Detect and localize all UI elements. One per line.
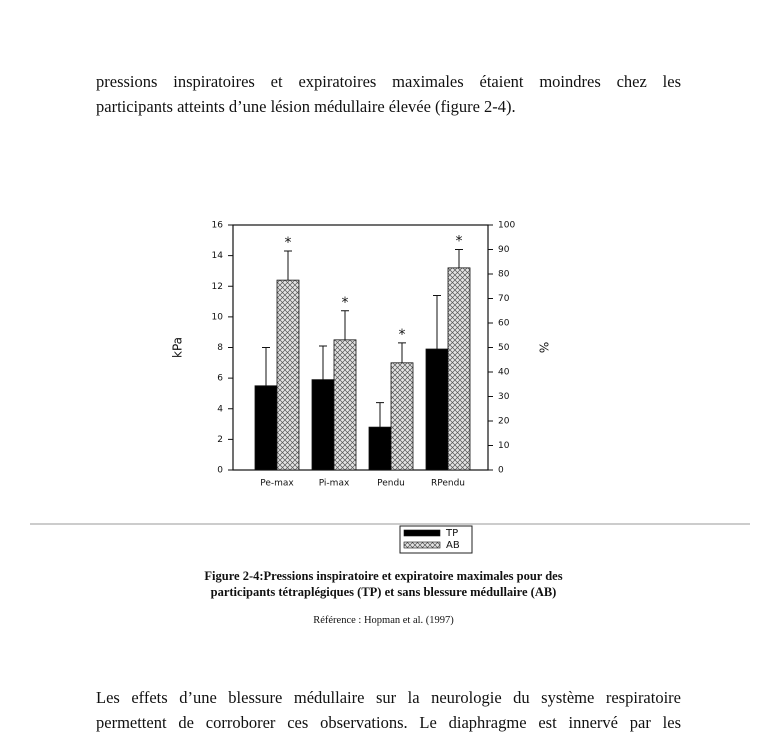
y2-tick-label: 30 [498,392,510,402]
legend-label: TP [445,528,458,539]
error-bar [455,249,463,268]
y2-tick-label: 80 [498,270,510,280]
bar [390,362,414,471]
error-bar [341,310,349,340]
y-tick-label: 2 [217,435,223,445]
y-tick-label: 14 [212,251,224,261]
y2-tick-label: 0 [498,466,504,476]
y2-axis-label: % [537,342,551,353]
text-line: participants atteints d’une lésion médul… [96,97,516,116]
text-line: permettent de corroborer ces observation… [96,713,681,732]
y-tick-label: 8 [217,343,223,353]
legend-swatch [403,541,441,549]
bar [276,279,300,471]
text-line: Les effets d’une blessure médullaire sur… [96,688,681,707]
error-bar [319,345,327,380]
caption-line: Figure 2-4:Pressions inspiratoire et exp… [204,569,563,583]
text-line: pressions inspiratoires et expiratoires … [96,72,681,91]
bar [333,339,357,471]
error-bar [398,342,406,363]
x-tick-label: RPendu [431,479,465,489]
y2-tick-label: 60 [498,319,510,329]
x-tick-label: Pi-max [319,479,350,489]
bar [254,385,278,471]
y-tick-label: 12 [212,282,223,292]
caption-line: participants tétraplégiques (TP) et sans… [210,585,557,599]
error-bar [284,250,292,281]
x-tick-label: Pendu [377,479,405,489]
y-tick-label: 4 [217,404,223,414]
y2-tick-label: 40 [498,368,510,378]
bar [425,348,449,471]
legend-swatch [403,529,441,537]
y-tick-label: 0 [217,466,223,476]
y2-tick-label: 50 [498,343,510,353]
y2-tick-label: 10 [498,441,510,451]
y2-tick-label: 100 [498,221,515,231]
y-tick-label: 10 [212,312,224,322]
significance-mark: * [285,235,292,251]
y-tick-label: 6 [217,374,223,384]
significance-mark: * [342,295,349,311]
legend-box [399,525,473,554]
bar [311,379,335,471]
y2-tick-label: 90 [498,245,510,255]
error-bar [433,294,441,350]
reference: Référence : Hopman et al. (1997) [313,615,454,626]
error-bar [376,402,384,428]
bar [368,426,392,471]
y2-tick-label: 20 [498,417,510,427]
bar [447,267,471,471]
significance-mark: * [399,327,406,343]
y-axis-label: kPa [171,337,185,358]
y2-tick-label: 70 [498,294,510,304]
legend-label: AB [446,540,460,551]
significance-mark: * [456,234,463,250]
y-tick-label: 16 [212,221,224,231]
error-bar [262,347,270,386]
x-tick-label: Pe-max [260,479,294,489]
